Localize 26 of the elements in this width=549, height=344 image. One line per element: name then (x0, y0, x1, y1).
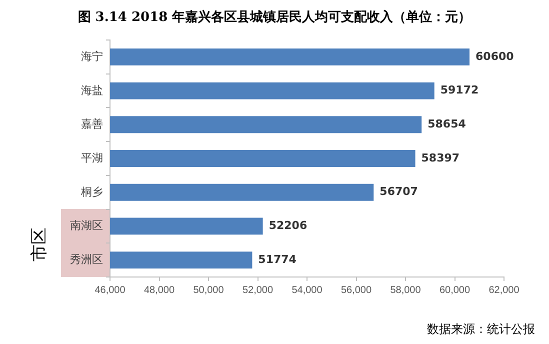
y-tick-label: 平湖 (81, 152, 103, 165)
y-tick-label: 海盐 (81, 84, 103, 97)
x-tick-label: 54,000 (292, 284, 323, 296)
data-label: 52206 (268, 219, 308, 232)
x-tick-label: 48,000 (144, 284, 175, 296)
source-note: 数据来源：统计公报 (427, 321, 535, 338)
data-label: 56707 (380, 185, 418, 198)
y-tick-label: 南湖区 (70, 219, 103, 232)
x-tick-label: 62,000 (488, 284, 520, 296)
x-tick-label: 56,000 (340, 284, 372, 296)
data-label: 60600 (476, 50, 514, 63)
data-label: 51774 (258, 252, 297, 266)
x-tick-label: 50,000 (193, 284, 224, 296)
chart-title: 图 3.14 2018 年嘉兴各区县城镇居民人均可支配收入（单位：元） (76, 8, 472, 26)
data-label: 59172 (440, 84, 479, 97)
y-tick-label: 嘉善 (81, 118, 103, 131)
x-tick-label: 52,000 (242, 284, 274, 296)
x-tick-label: 58,000 (390, 284, 422, 296)
data-label: 58654 (428, 118, 466, 130)
y-tick-label: 桐乡 (80, 185, 103, 198)
data-label: 58397 (421, 151, 460, 164)
x-tick-label: 60,000 (439, 284, 470, 296)
y-tick-label: 海宁 (81, 50, 103, 63)
text: 市区 (28, 228, 50, 262)
y-tick-label: 秀洲区 (70, 253, 103, 266)
x-tick-label: 46,000 (94, 284, 126, 296)
